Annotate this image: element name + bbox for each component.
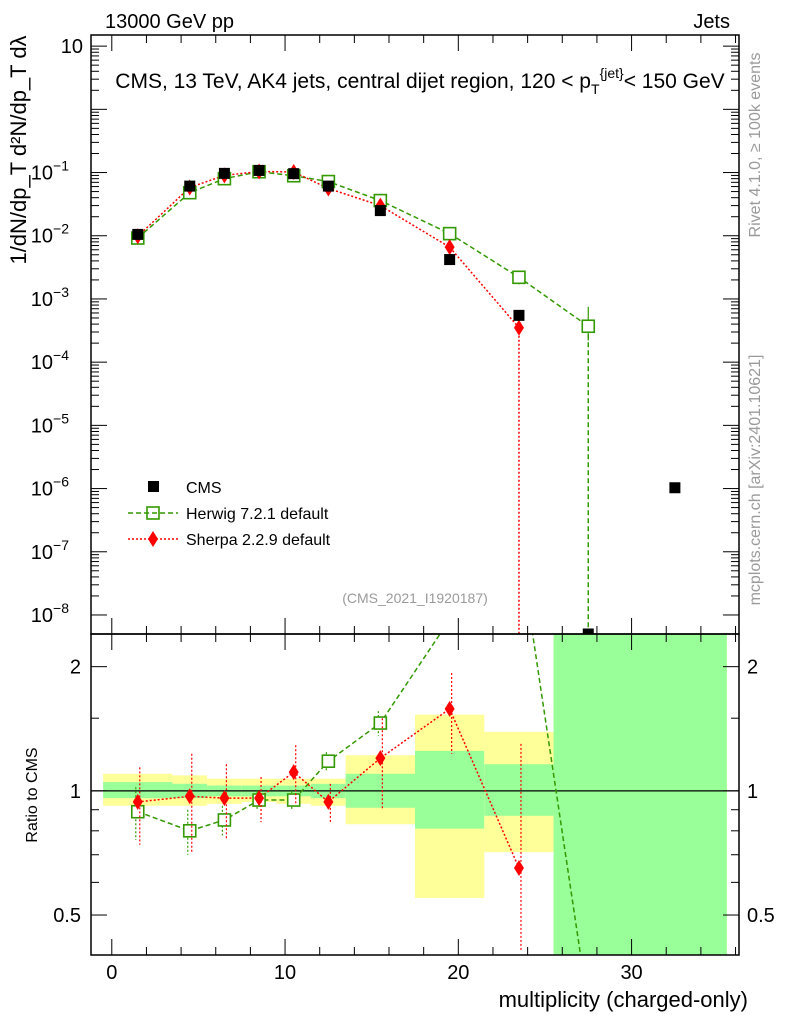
sherpa-ratio-point xyxy=(132,793,143,810)
herwig-point xyxy=(512,270,526,285)
cms-point xyxy=(288,168,300,180)
svg-text:1/dN/dp_T d²N/dp_T dλ: 1/dN/dp_T d²N/dp_T dλ xyxy=(6,35,31,264)
herwig-ratio-point xyxy=(286,793,301,807)
legend-cms-marker xyxy=(148,481,159,492)
herwig-line xyxy=(137,170,589,327)
y-tick-label: 10−5 xyxy=(31,410,69,437)
cms-point xyxy=(132,228,144,240)
sherpa-ratio-point xyxy=(184,788,195,805)
herwig-ratio-point xyxy=(217,813,232,827)
ratio-plot-frame xyxy=(90,633,740,956)
y-tick-label: 10−4 xyxy=(31,347,69,374)
herwig-ratio-point xyxy=(321,754,336,768)
cms-point xyxy=(374,205,386,217)
cms-point xyxy=(184,180,196,192)
x-tick-label: 20 xyxy=(447,962,469,984)
cms-point xyxy=(444,254,456,266)
herwig-ratio-line xyxy=(137,634,582,955)
ratio-y-tick-label-right: 0.5 xyxy=(747,905,775,927)
y-tick-label: 10−6 xyxy=(31,474,69,501)
rivet-label: Rivet 4.1.0, ≥ 100k events xyxy=(747,53,764,238)
x-tick-label: 30 xyxy=(620,962,642,984)
legend: CMS Herwig 7.2.1 default Sherpa 2.2.9 de… xyxy=(128,480,331,549)
band-inner-8 xyxy=(484,764,554,816)
ratio-y-tick-label-right: 1 xyxy=(747,781,758,803)
mcplots-label: mcplots.cern.ch [arXiv:2401.10621] xyxy=(747,355,764,606)
band-inner-9 xyxy=(553,634,727,955)
x-axis-label: multiplicity (charged-only) xyxy=(499,987,748,1012)
y-tick-label: 10 xyxy=(61,36,83,58)
y-tick-label: 10−2 xyxy=(31,221,69,248)
ratio-uncertainty-bands xyxy=(103,634,727,955)
legend-sherpa-label: Sherpa 2.2.9 default xyxy=(186,532,331,549)
analysis-id: (CMS_2021_I1920187) xyxy=(342,590,488,606)
x-tick-label: 0 xyxy=(106,962,117,984)
herwig-ratio-point xyxy=(373,716,388,730)
process-label: Jets xyxy=(693,11,730,33)
cms-point xyxy=(669,482,681,494)
ratio-y-tick-label: 1 xyxy=(70,781,81,803)
cms-point xyxy=(322,180,334,192)
ratio-y-tick-label-right: 2 xyxy=(747,657,758,679)
cms-point xyxy=(218,167,230,179)
sherpa-point xyxy=(444,239,455,256)
band-inner-7 xyxy=(415,750,485,829)
main-panel-series xyxy=(130,163,681,634)
ratio-panel-series xyxy=(130,634,582,955)
ratio-y-tick-label: 0.5 xyxy=(53,905,81,927)
sherpa-ratio-point xyxy=(375,750,386,767)
sherpa-ratio-point xyxy=(513,860,524,877)
sherpa-ratio-point xyxy=(288,764,299,781)
sherpa-ratio-point xyxy=(254,790,265,807)
legend-sherpa-marker xyxy=(148,531,158,547)
chart-title: CMS, 13 TeV, AK4 jets, central dijet reg… xyxy=(115,65,724,97)
ratio-ylabel: Ratio to CMS xyxy=(24,747,41,842)
cms-point xyxy=(582,628,594,634)
legend-herwig-marker xyxy=(146,506,160,520)
y-tick-label: 10−8 xyxy=(31,600,69,627)
cms-point xyxy=(253,164,265,176)
y-tick-label: 10−7 xyxy=(31,537,69,564)
sherpa-ratio-point xyxy=(219,790,230,807)
energy-label: 13000 GeV pp xyxy=(105,11,234,33)
cms-point xyxy=(513,309,525,321)
herwig-ratio-point xyxy=(182,824,197,838)
legend-cms-label: CMS xyxy=(186,480,222,497)
main-ylabel: 1/dN/dp_T d²N/dp_T dλ xyxy=(6,35,31,264)
sherpa-ratio-point xyxy=(323,793,334,810)
y-tick-label: 10−1 xyxy=(31,158,69,185)
y-tick-label: 10−3 xyxy=(31,284,69,311)
ratio-y-tick-label: 2 xyxy=(70,657,81,679)
sherpa-point xyxy=(513,319,524,336)
legend-herwig-label: Herwig 7.2.1 default xyxy=(186,506,329,523)
x-tick-label: 10 xyxy=(274,962,296,984)
herwig-point xyxy=(442,226,457,241)
herwig-point xyxy=(581,319,596,334)
sherpa-ratio-point xyxy=(444,700,455,717)
band-inner-0 xyxy=(103,782,173,799)
